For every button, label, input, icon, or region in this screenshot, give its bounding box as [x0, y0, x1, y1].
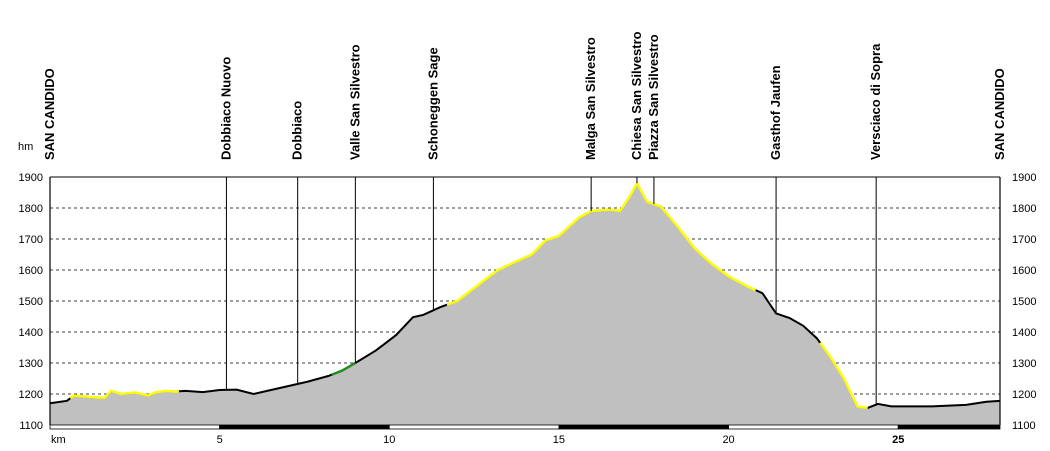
- waypoint-label: Versciaco di Sopra: [868, 43, 883, 160]
- scale-bar-segment: [219, 424, 390, 430]
- waypoint-label: Malga San Silvestro: [583, 37, 598, 160]
- scale-bar-segment: [558, 424, 729, 430]
- y-tick-label-left: 1100: [19, 420, 43, 432]
- x-tick-label: 5: [217, 434, 223, 446]
- x-tick-label: 15: [553, 434, 565, 446]
- x-axis-label: km: [51, 434, 66, 446]
- segment-yellow: [446, 180, 662, 306]
- y-tick-label-left: 1300: [19, 358, 43, 370]
- y-tick-label-right: 1900: [1012, 172, 1036, 184]
- segment-green: [331, 361, 356, 376]
- elevation-area: [50, 183, 1000, 425]
- y-axis-label: hm: [18, 141, 33, 153]
- segment-yellow: [819, 342, 868, 410]
- y-tick-label-left: 1400: [19, 327, 43, 339]
- x-tick-label: 10: [383, 434, 395, 446]
- scale-bar-segment: [728, 424, 899, 430]
- waypoint-label: Valle San Silvestro: [347, 44, 362, 160]
- y-tick-label-left: 1800: [19, 203, 43, 215]
- scale-bar-segment: [49, 424, 221, 430]
- y-tick-label-right: 1400: [1012, 327, 1036, 339]
- waypoint-label: SAN CANDIDO: [992, 68, 1007, 160]
- waypoint-label: Chiesa San Silvestro: [629, 31, 644, 160]
- waypoint-label: Gasthof Jaufen: [768, 65, 783, 160]
- scale-bar-segment: [388, 424, 560, 430]
- segment-yellow: [69, 389, 180, 400]
- y-tick-label-right: 1700: [1012, 234, 1036, 246]
- segment-yellow: [659, 205, 757, 292]
- axes-layer: 1100 1100 1200 1200 1300 1300 1400 1400 1500 1500…: [19, 172, 1037, 446]
- scale-bar-segment: [897, 424, 1001, 430]
- y-tick-label-right: 1800: [1012, 203, 1036, 215]
- waypoint-label: SAN CANDIDO: [42, 68, 57, 160]
- y-tick-label-left: 1500: [19, 296, 43, 308]
- waypoint-label: Dobbiaco: [290, 101, 305, 160]
- profile-area-layer: [49, 180, 1001, 425]
- y-tick-label-right: 1500: [1012, 296, 1036, 308]
- x-tick-label: 25: [892, 434, 904, 446]
- y-tick-label-left: 1900: [19, 172, 43, 184]
- y-tick-label-right: 1600: [1012, 265, 1036, 277]
- waypoint-label: Piazza San Silvestro: [646, 34, 661, 160]
- y-tick-label-left: 1700: [19, 234, 43, 246]
- y-tick-label-left: 1600: [19, 265, 43, 277]
- waypoint-layer: SAN CANDIDO Dobbiaco Nuovo Dobbiaco Valle S…: [42, 31, 1007, 405]
- y-tick-label-right: 1200: [1012, 389, 1036, 401]
- waypoint-label: Schoneggen Sage: [425, 47, 440, 160]
- y-tick-label-right: 1100: [1012, 420, 1036, 432]
- y-tick-label-left: 1200: [19, 389, 43, 401]
- waypoint-label: Dobbiaco Nuovo: [218, 57, 233, 160]
- x-tick-label: 20: [722, 434, 734, 446]
- y-tick-label-right: 1300: [1012, 358, 1036, 370]
